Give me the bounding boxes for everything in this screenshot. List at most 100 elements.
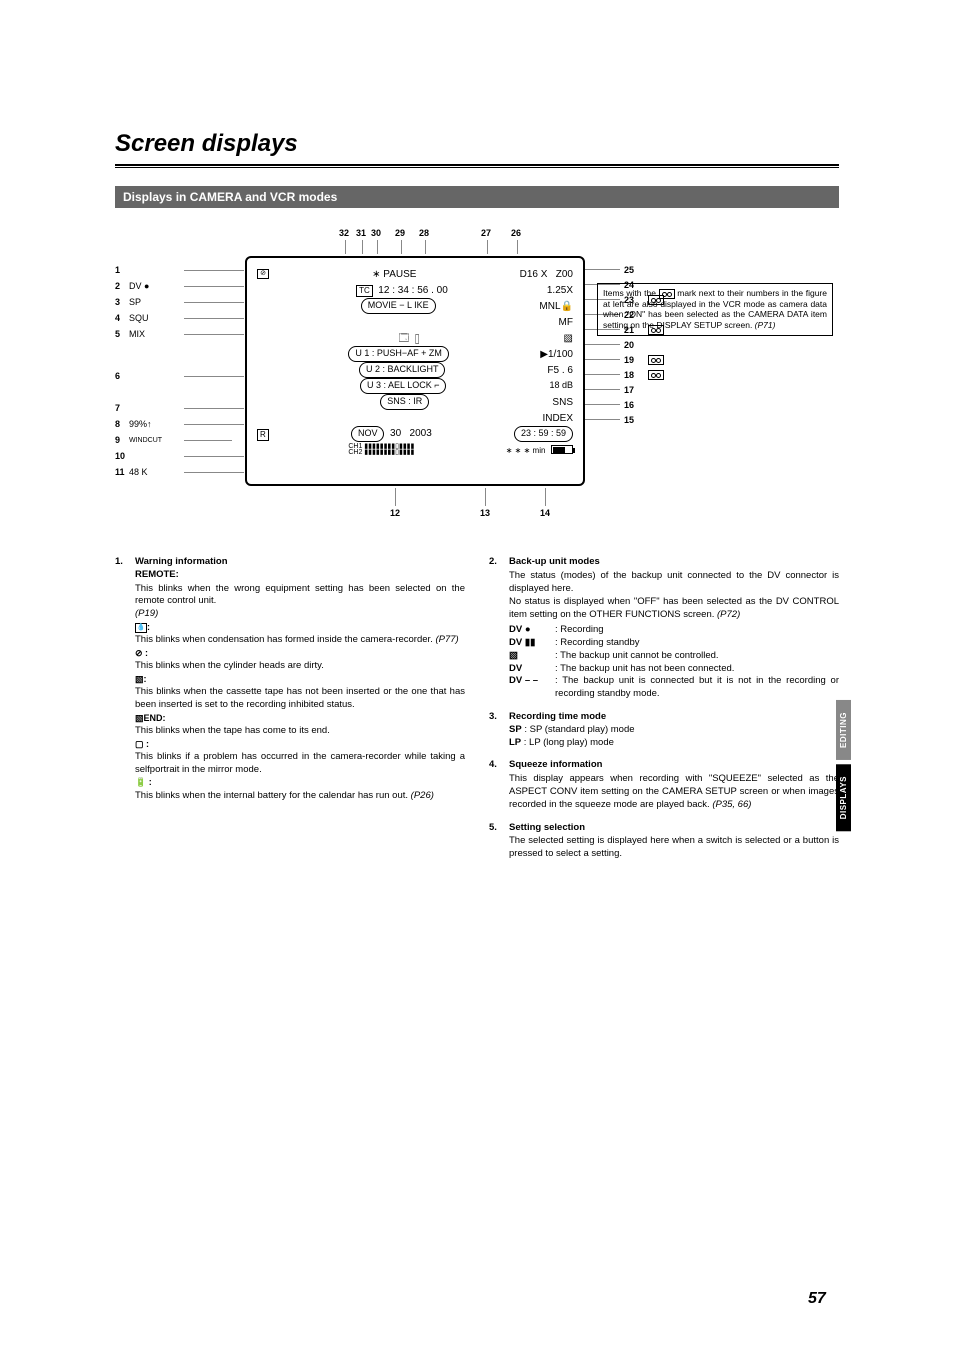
callout-8: 8 [115, 419, 129, 429]
label-99: 99%↑ [129, 419, 184, 429]
callout-3: 3 [115, 297, 129, 307]
dv-noconn-v: : The backup unit has not been connected… [555, 663, 839, 676]
dv-rec-v: : Recording [555, 624, 839, 637]
lcd-timecode: 12 : 34 : 56 . 00 [378, 285, 448, 296]
callout-27: 27 [481, 228, 491, 238]
dv-noctl-v: : The backup unit cannot be controlled. [555, 650, 839, 663]
dv-rec-k: DV ● [509, 624, 555, 637]
page-number: 57 [808, 1290, 826, 1308]
tape-icon [648, 370, 664, 380]
lcd-movielike: MOVIE − L IKE [361, 298, 436, 314]
lcd-r: R [257, 429, 269, 441]
dv-standby-k: DV ▮▮ [509, 637, 555, 650]
end-text: This blinks when the tape has come to it… [135, 725, 465, 738]
sp-text: : SP (standard play) mode [522, 724, 635, 735]
label-48k: 48 K [129, 467, 184, 477]
callout-32: 32 [339, 228, 349, 238]
tab-editing: EDITING [836, 700, 851, 760]
callout-18: 18 [624, 370, 644, 380]
cond-text: This blinks when condensation has formed… [135, 634, 433, 645]
remote-ref: (P19) [135, 608, 465, 621]
tape-icon [659, 289, 675, 299]
end-label: ▧END: [135, 712, 465, 724]
dirty-text: This blinks when the cylinder heads are … [135, 660, 465, 673]
item-1-num: 1. [115, 556, 135, 802]
dv-table: DV ●: Recording DV ▮▮: Recording standby… [509, 624, 839, 701]
dv-standby-v: : Recording standby [555, 637, 839, 650]
callout-9: 9 [115, 435, 129, 445]
label-sp: SP [129, 297, 184, 307]
tab-displays: DISPLAYS [836, 764, 851, 831]
rule-thick [115, 164, 839, 166]
lcd-day: 30 [390, 428, 401, 439]
body-columns: 1. Warning information REMOTE: This blin… [115, 556, 839, 871]
lcd-u2: U 2 : BACKLIGHT [359, 362, 446, 378]
lcd-sns: SNS : IR [380, 394, 429, 410]
callout-30: 30 [371, 228, 381, 238]
item-4-text: This display appears when recording with… [509, 773, 839, 810]
callout-16: 16 [624, 400, 644, 410]
tape-icon [648, 355, 664, 365]
lcd-u3: U 3 : AEL LOCK ⌐ [360, 378, 446, 394]
callout-13: 13 [480, 508, 490, 518]
lcd-ch: CH1 ▮▮▮▮▮▮▮▮▯▮▮▮▮CH2 ▮▮▮▮▮▮▮▮▯▮▮▮▮ [348, 444, 414, 456]
left-callouts: 1 2DV ● 3SP 4SQU 5MIX 6 7 899%↑ 9WINDCUT… [115, 256, 244, 480]
warn-icon: ⊘ [257, 269, 269, 279]
batt-ref: (P26) [411, 790, 434, 801]
callout-19: 19 [624, 355, 644, 365]
item-3-title: Recording time mode [509, 711, 839, 724]
callout-29: 29 [395, 228, 405, 238]
item-5-num: 5. [489, 822, 509, 861]
callout-25: 25 [624, 265, 644, 275]
label-mix: MIX [129, 329, 184, 339]
lcd-mf: MF [559, 315, 573, 330]
item-4-title: Squeeze information [509, 759, 839, 772]
callout-31: 31 [356, 228, 366, 238]
rule-thin [115, 167, 839, 168]
lcd-iris: F5 . 6 [547, 363, 573, 378]
lcd-time: 23 : 59 : 59 [514, 426, 573, 442]
lp-text: : LP (long play) mode [521, 737, 614, 748]
mirror-text: This blinks if a problem has occurred in… [135, 751, 465, 777]
callout-4: 4 [115, 313, 129, 323]
lcd-nov: NOV [351, 426, 385, 442]
callout-17: 17 [624, 385, 644, 395]
lcd-d16x: D16 X [520, 269, 548, 280]
lcd-tc: TC [356, 285, 373, 297]
callout-5: 5 [115, 329, 129, 339]
lcd-snsr: SNS [552, 395, 573, 410]
lcd-u1: U 1 : PUSH−AF + ZM [348, 346, 449, 362]
right-callouts: 25 24 23 22 21 20 19 18 17 16 15 [585, 256, 839, 427]
note-ref: (P71) [755, 320, 776, 330]
callout-12: 12 [390, 508, 400, 518]
item-1-title: Warning information [135, 556, 465, 569]
item-5-text: The selected setting is displayed here w… [509, 835, 839, 861]
note-prefix: Items with the [603, 288, 659, 298]
left-column: 1. Warning information REMOTE: This blin… [115, 556, 465, 871]
item-4-num: 4. [489, 759, 509, 811]
sp-label: SP [509, 724, 522, 735]
dv-dash-k: DV – – [509, 675, 555, 701]
callout-26: 26 [511, 228, 521, 238]
cond-symbol: 💧: [135, 621, 465, 633]
callout-15: 15 [624, 415, 644, 425]
remote-label: REMOTE: [135, 569, 465, 582]
item-2-p1: The status (modes) of the backup unit co… [509, 570, 839, 596]
lcd-icons: 🗔 ▯ [398, 331, 422, 346]
side-tabs: EDITING DISPLAYS [836, 700, 851, 835]
dv-noctl-k: ▧ [509, 650, 555, 663]
item-2-title: Back-up unit modes [509, 556, 839, 569]
batt-symbol: 🔋 : [135, 776, 465, 788]
page-title: Screen displays [115, 130, 839, 158]
lcd-shutter: ▶1/100 [540, 347, 573, 362]
item-5: 5. Setting selection The selected settin… [489, 822, 839, 861]
osd-diagram: 32 31 30 29 28 27 26 1 2DV ● 3SP 4SQU 5M… [115, 228, 839, 538]
item-3-num: 3. [489, 711, 509, 749]
tape-text: This blinks when the cassette tape has n… [135, 686, 465, 712]
item-2-p2: No status is displayed when "OFF" has be… [509, 596, 839, 620]
battery-icon [551, 445, 573, 454]
section-heading: Displays in CAMERA and VCR modes [115, 186, 839, 208]
lcd-125x: 1.25X [547, 283, 573, 298]
item-2-p2ref: (P72) [717, 609, 740, 620]
callout-14: 14 [540, 508, 550, 518]
